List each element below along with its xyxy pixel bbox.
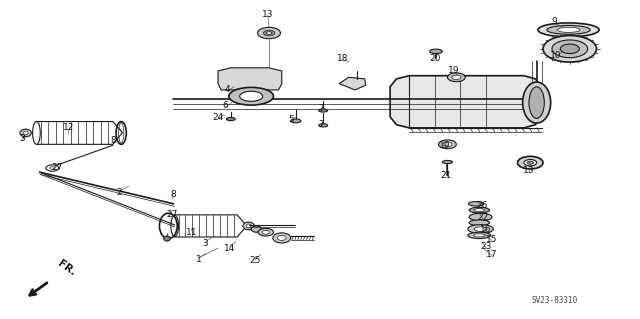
Text: 14: 14	[224, 243, 236, 253]
Ellipse shape	[523, 82, 550, 123]
Ellipse shape	[262, 230, 269, 234]
Text: 18: 18	[337, 54, 348, 63]
Ellipse shape	[291, 119, 301, 123]
Ellipse shape	[229, 87, 273, 105]
Ellipse shape	[33, 122, 40, 144]
Ellipse shape	[474, 209, 484, 212]
Ellipse shape	[469, 220, 490, 226]
Ellipse shape	[468, 225, 493, 234]
Ellipse shape	[469, 207, 490, 213]
Ellipse shape	[429, 49, 442, 54]
Ellipse shape	[442, 160, 452, 164]
Ellipse shape	[319, 124, 328, 127]
Text: 5: 5	[289, 115, 294, 123]
Polygon shape	[218, 68, 282, 90]
Polygon shape	[221, 71, 266, 80]
Text: 21: 21	[440, 171, 452, 180]
Polygon shape	[36, 122, 122, 144]
Text: SV23-83310: SV23-83310	[531, 296, 578, 305]
Ellipse shape	[474, 227, 487, 231]
Ellipse shape	[452, 75, 461, 79]
Text: 19: 19	[448, 66, 460, 75]
Text: 16: 16	[480, 225, 492, 234]
Ellipse shape	[20, 129, 31, 137]
Ellipse shape	[277, 235, 286, 241]
Ellipse shape	[529, 87, 544, 118]
Text: 9: 9	[552, 18, 557, 26]
Text: 17: 17	[486, 250, 498, 259]
Ellipse shape	[468, 232, 491, 239]
Text: 15: 15	[486, 235, 498, 244]
Polygon shape	[175, 215, 246, 237]
Ellipse shape	[243, 222, 254, 230]
Ellipse shape	[469, 213, 492, 221]
Ellipse shape	[246, 224, 251, 228]
Ellipse shape	[438, 140, 456, 149]
Ellipse shape	[319, 109, 328, 112]
Polygon shape	[390, 76, 541, 128]
Ellipse shape	[46, 165, 59, 171]
Circle shape	[560, 44, 579, 54]
Ellipse shape	[547, 26, 590, 34]
Ellipse shape	[23, 131, 28, 135]
Ellipse shape	[468, 202, 484, 206]
Ellipse shape	[273, 233, 291, 243]
Text: 7: 7	[318, 120, 324, 129]
Ellipse shape	[227, 117, 236, 121]
Text: 10: 10	[550, 51, 561, 60]
Text: 3: 3	[202, 239, 208, 248]
Ellipse shape	[240, 91, 262, 101]
Text: 3: 3	[19, 134, 25, 144]
Text: 11: 11	[186, 228, 197, 237]
Text: 7: 7	[318, 104, 324, 113]
Circle shape	[257, 27, 280, 39]
Circle shape	[527, 161, 534, 164]
Text: 13: 13	[524, 166, 535, 175]
Ellipse shape	[474, 234, 485, 237]
Circle shape	[266, 32, 271, 34]
Polygon shape	[339, 77, 366, 90]
Text: 25: 25	[250, 256, 260, 265]
Text: 27: 27	[52, 163, 63, 172]
Circle shape	[524, 160, 537, 166]
Text: 20: 20	[429, 54, 440, 63]
Circle shape	[263, 30, 275, 36]
Ellipse shape	[251, 226, 261, 232]
Ellipse shape	[557, 27, 580, 33]
Text: 27: 27	[166, 210, 178, 219]
Text: 2: 2	[116, 188, 122, 197]
Circle shape	[518, 156, 543, 169]
Text: 1: 1	[196, 255, 202, 263]
Ellipse shape	[443, 142, 452, 146]
Text: 19: 19	[438, 141, 450, 150]
Circle shape	[543, 35, 596, 62]
Text: 23: 23	[480, 242, 492, 251]
Ellipse shape	[258, 228, 273, 236]
Ellipse shape	[538, 23, 599, 37]
Text: 4: 4	[225, 85, 230, 94]
Circle shape	[552, 40, 588, 58]
Ellipse shape	[447, 73, 465, 82]
Text: FR.: FR.	[56, 258, 77, 278]
Ellipse shape	[171, 215, 179, 237]
Text: 6: 6	[223, 100, 228, 110]
Text: 8: 8	[171, 190, 176, 199]
Text: 12: 12	[63, 123, 74, 132]
Text: 22: 22	[477, 212, 488, 222]
Text: 8: 8	[110, 136, 116, 145]
Text: 24: 24	[212, 113, 223, 122]
Ellipse shape	[164, 236, 170, 241]
Text: 26: 26	[477, 201, 488, 210]
Text: 13: 13	[262, 10, 273, 19]
